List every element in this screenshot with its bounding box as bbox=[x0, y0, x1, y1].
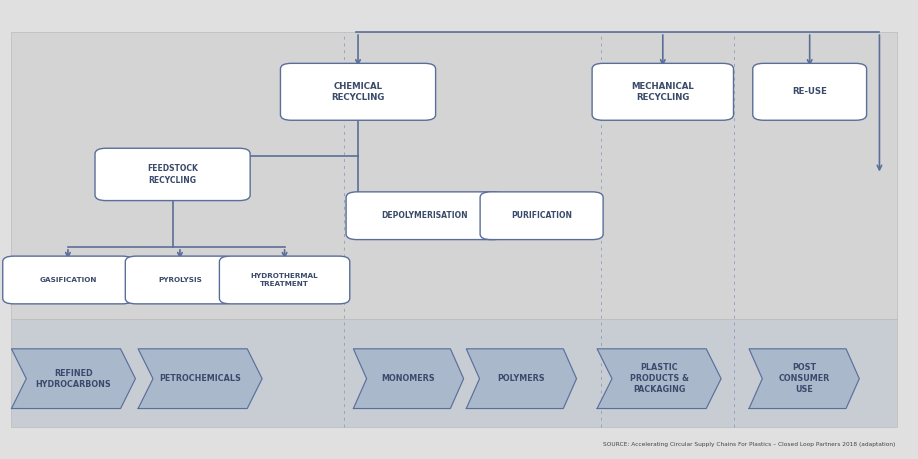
Text: FEEDSTOCK
RECYCLING: FEEDSTOCK RECYCLING bbox=[147, 164, 198, 185]
FancyBboxPatch shape bbox=[281, 63, 435, 120]
FancyBboxPatch shape bbox=[219, 256, 350, 304]
Polygon shape bbox=[353, 349, 464, 409]
Text: PYROLYSIS: PYROLYSIS bbox=[158, 277, 202, 283]
Polygon shape bbox=[138, 349, 263, 409]
Text: MECHANICAL
RECYCLING: MECHANICAL RECYCLING bbox=[632, 82, 694, 102]
Text: SOURCE: Accelerating Circular Supply Chains For Plastics – Closed Loop Partners : SOURCE: Accelerating Circular Supply Cha… bbox=[603, 442, 895, 447]
FancyBboxPatch shape bbox=[95, 148, 250, 201]
FancyBboxPatch shape bbox=[480, 192, 603, 240]
Text: CHEMICAL
RECYCLING: CHEMICAL RECYCLING bbox=[331, 82, 385, 102]
Text: REFINED
HYDROCARBONS: REFINED HYDROCARBONS bbox=[36, 369, 111, 389]
FancyBboxPatch shape bbox=[3, 256, 133, 304]
Text: RE-USE: RE-USE bbox=[792, 87, 827, 96]
Text: HYDROTHERMAL
TREATMENT: HYDROTHERMAL TREATMENT bbox=[251, 273, 319, 287]
Text: DEPOLYMERISATION: DEPOLYMERISATION bbox=[382, 211, 468, 220]
Text: MONOMERS: MONOMERS bbox=[382, 374, 435, 383]
Text: PLASTIC
PRODUCTS &
PACKAGING: PLASTIC PRODUCTS & PACKAGING bbox=[630, 363, 688, 394]
Polygon shape bbox=[466, 349, 577, 409]
Text: GASIFICATION: GASIFICATION bbox=[39, 277, 96, 283]
Polygon shape bbox=[11, 349, 136, 409]
FancyBboxPatch shape bbox=[11, 32, 897, 319]
FancyBboxPatch shape bbox=[592, 63, 733, 120]
Text: PETROCHEMICALS: PETROCHEMICALS bbox=[159, 374, 241, 383]
Text: POST
CONSUMER
USE: POST CONSUMER USE bbox=[778, 363, 830, 394]
FancyBboxPatch shape bbox=[11, 319, 897, 427]
FancyBboxPatch shape bbox=[753, 63, 867, 120]
Text: POLYMERS: POLYMERS bbox=[498, 374, 545, 383]
Text: PURIFICATION: PURIFICATION bbox=[511, 211, 572, 220]
FancyBboxPatch shape bbox=[346, 192, 504, 240]
Polygon shape bbox=[597, 349, 722, 409]
Polygon shape bbox=[749, 349, 859, 409]
FancyBboxPatch shape bbox=[125, 256, 235, 304]
